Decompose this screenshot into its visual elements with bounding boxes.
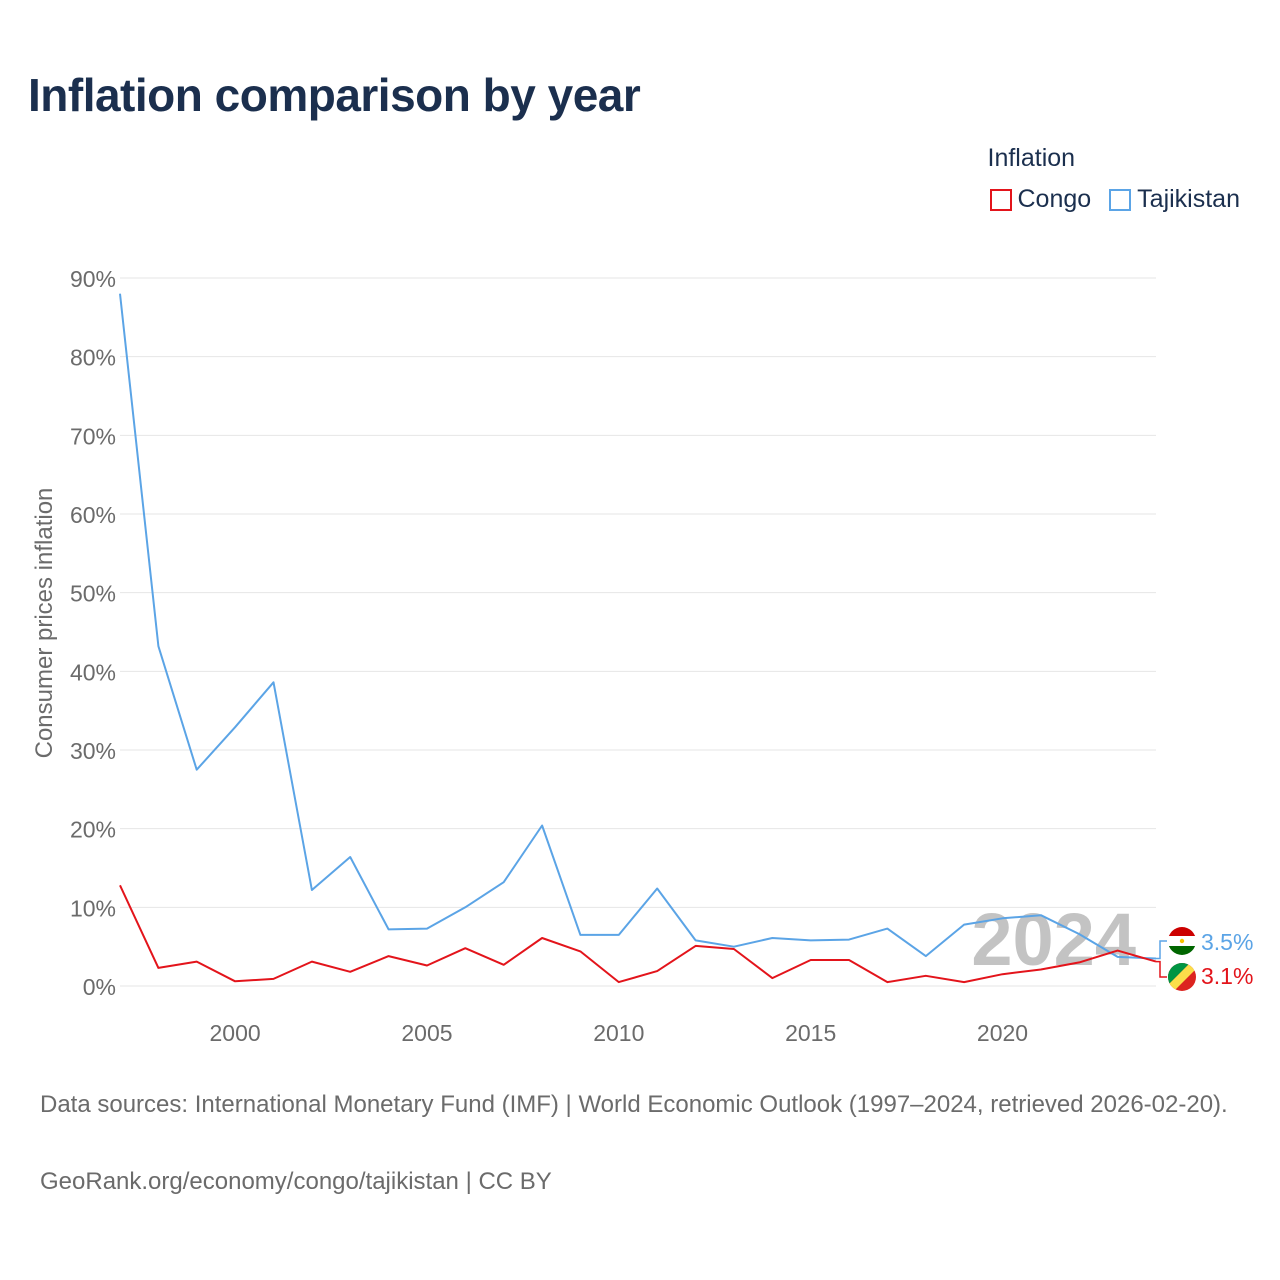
y-tick-label: 70%: [70, 423, 116, 449]
y-tick-label: 50%: [70, 581, 116, 607]
x-tick-label: 2000: [210, 1020, 261, 1046]
y-axis-ticks: 0% 10% 20% 30% 40% 50% 60% 70% 80% 90%: [70, 266, 116, 1000]
y-tick-label: 90%: [70, 266, 116, 292]
y-tick-label: 60%: [70, 502, 116, 528]
x-axis-ticks: 2000 2005 2010 2015 2020: [210, 1020, 1029, 1046]
series-lines: [120, 294, 1156, 982]
x-tick-label: 2020: [977, 1020, 1028, 1046]
x-tick-label: 2015: [785, 1020, 836, 1046]
connector-tajikistan: [1156, 941, 1167, 958]
year-watermark: 2024: [971, 898, 1136, 981]
y-tick-label: 0%: [83, 974, 116, 1000]
y-tick-label: 20%: [70, 817, 116, 843]
connector-congo: [1156, 962, 1167, 977]
congo-flag-icon: [1168, 963, 1196, 991]
y-tick-label: 40%: [70, 659, 116, 685]
y-axis-label: Consumer prices inflation: [31, 488, 58, 759]
gridlines: [120, 278, 1156, 986]
data-sources-note: Data sources: International Monetary Fun…: [40, 1086, 1250, 1124]
y-tick-label: 10%: [70, 895, 116, 921]
end-label-congo: 3.1%: [1201, 963, 1253, 989]
x-tick-label: 2010: [593, 1020, 644, 1046]
tajikistan-flag-icon: [1168, 927, 1196, 955]
series-line-tajikistan: [120, 294, 1156, 959]
credit-line: GeoRank.org/economy/congo/tajikistan | C…: [40, 1163, 552, 1201]
end-label-tajikistan: 3.5%: [1201, 929, 1253, 955]
x-tick-label: 2005: [401, 1020, 452, 1046]
y-tick-label: 30%: [70, 738, 116, 764]
y-tick-label: 80%: [70, 345, 116, 371]
